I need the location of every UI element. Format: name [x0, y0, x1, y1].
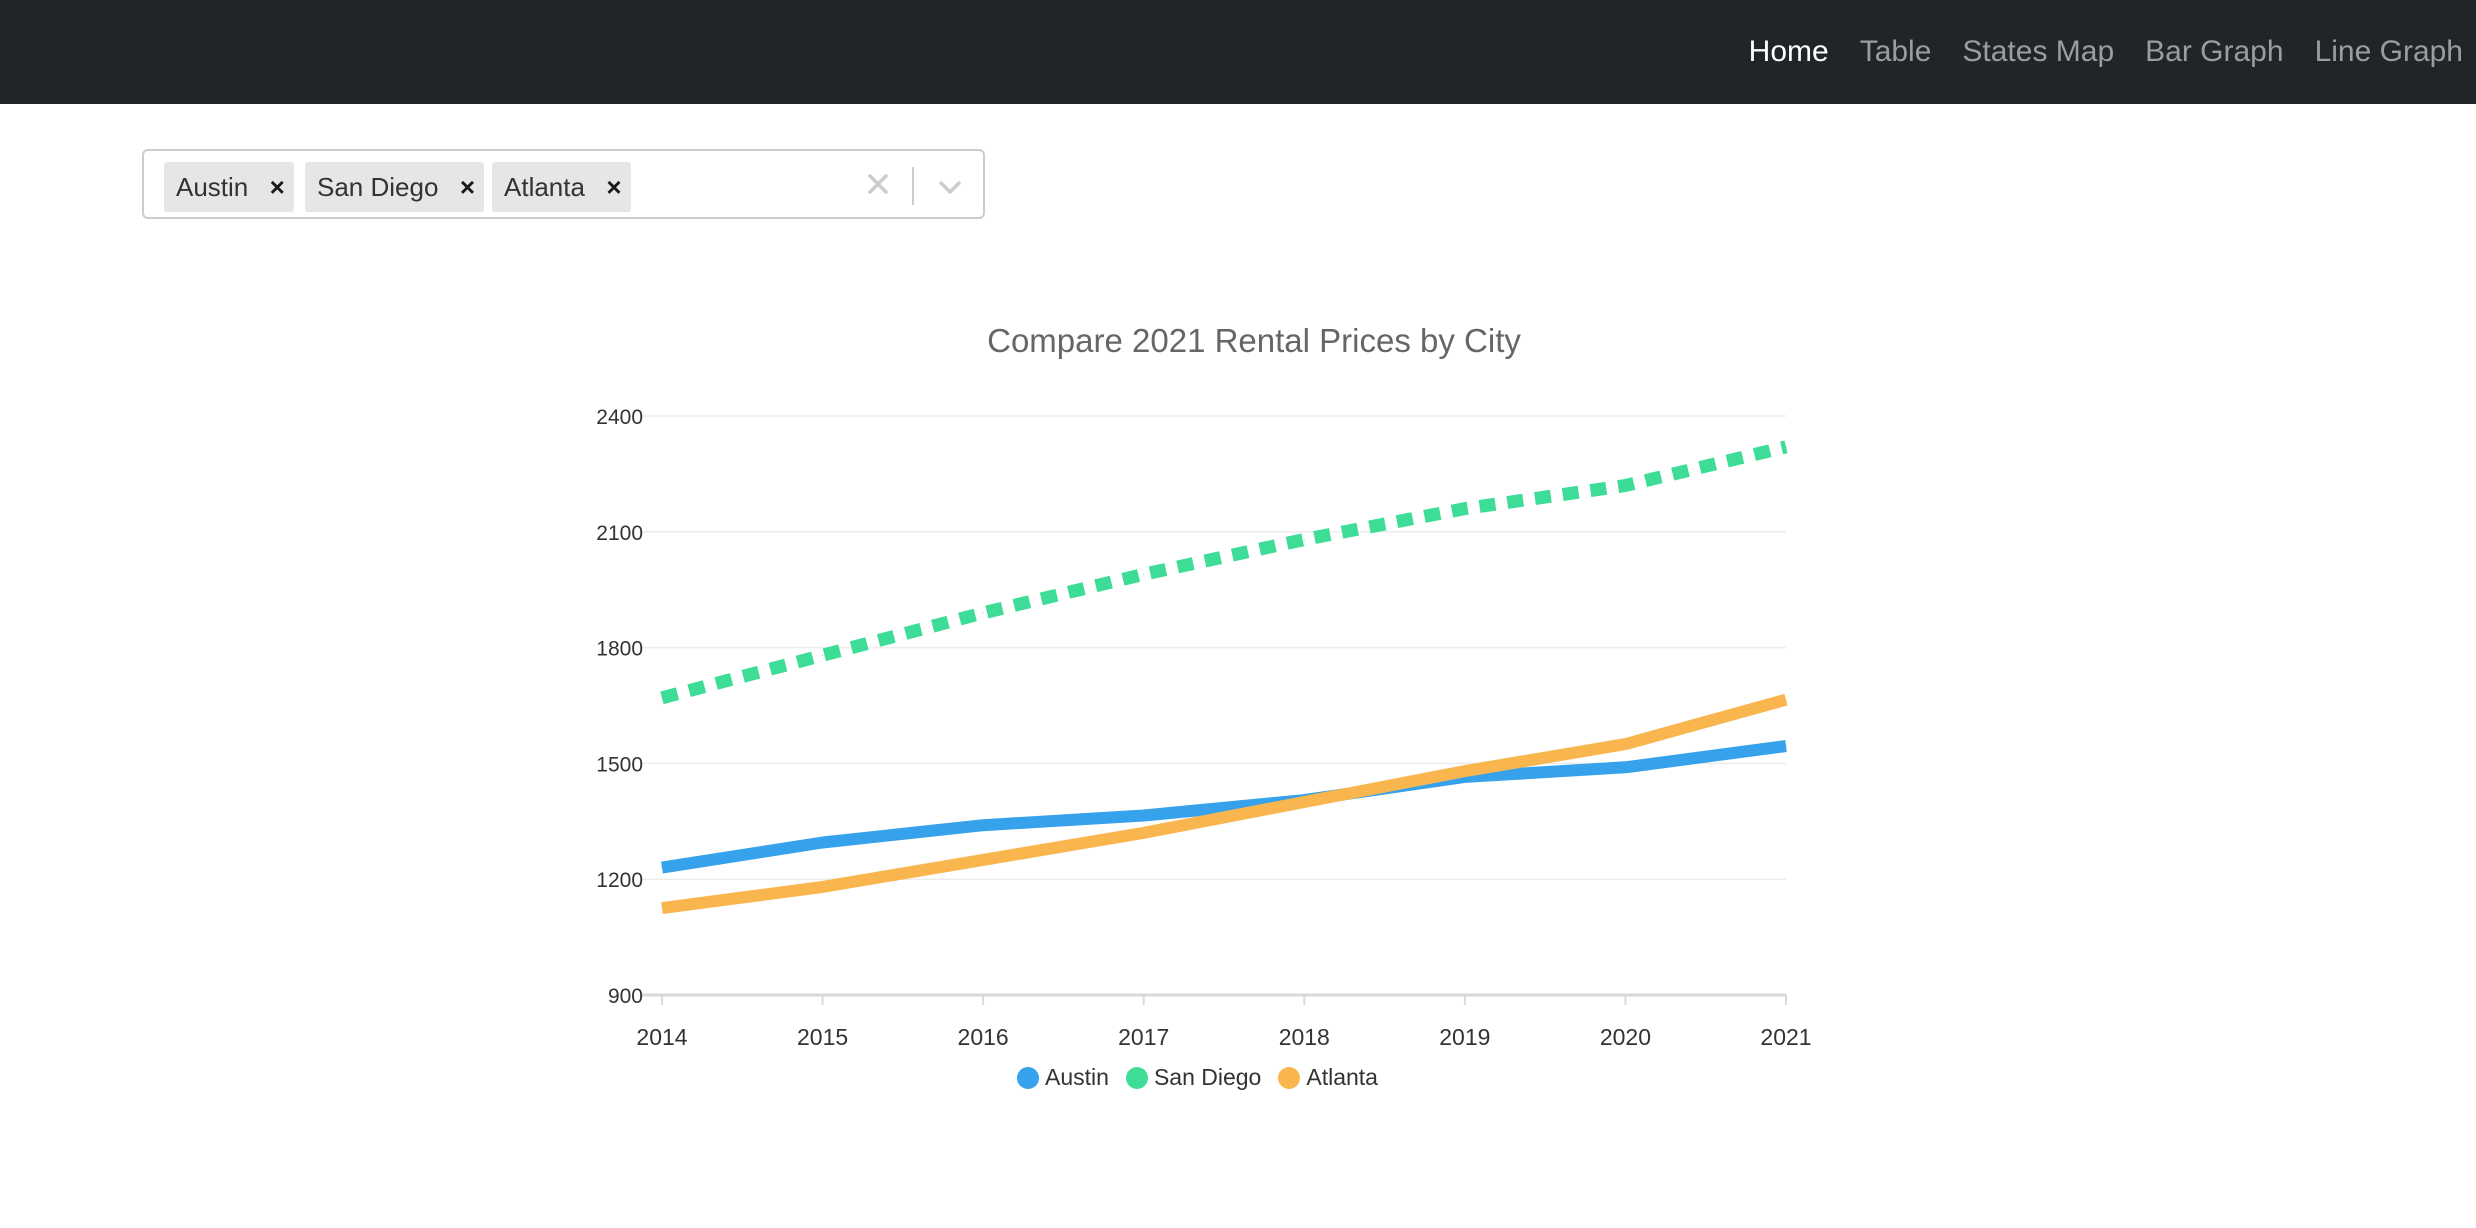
chip-label: San Diego [317, 171, 439, 202]
legend-item-austin[interactable]: Austin [1017, 1064, 1109, 1091]
x-tick-label: 2021 [1760, 1024, 1811, 1050]
data-point-atlanta [1785, 699, 1787, 701]
data-point-san-diego [822, 654, 824, 656]
data-point-atlanta [1143, 832, 1145, 834]
x-tick-label: 2020 [1600, 1024, 1651, 1050]
x-tick-label: 2019 [1439, 1024, 1490, 1050]
x-tick-label: 2016 [958, 1024, 1009, 1050]
x-tick-label: 2015 [797, 1024, 848, 1050]
legend-item-atlanta[interactable]: Atlanta [1278, 1064, 1378, 1091]
nav-line-graph[interactable]: Line Graph [2314, 35, 2463, 68]
nav-table[interactable]: Table [1859, 35, 1932, 68]
nav-states-map[interactable]: States Map [1962, 35, 2115, 68]
city-chip-austin: Austin × [164, 162, 295, 212]
close-icon[interactable] [862, 168, 894, 200]
data-point-atlanta [1624, 743, 1626, 745]
chart-legend: Austin San Diego Atlanta [1017, 1064, 1395, 1091]
city-multi-select[interactable]: Austin × San Diego × Atlanta × [142, 149, 985, 219]
data-point-austin [1143, 815, 1145, 817]
legend-item-san-diego[interactable]: San Diego [1125, 1064, 1262, 1091]
data-point-san-diego [1624, 484, 1626, 486]
data-point-austin [661, 867, 663, 869]
legend-swatch [1278, 1066, 1301, 1089]
legend-label: San Diego [1153, 1064, 1262, 1090]
data-point-atlanta [822, 886, 824, 888]
nav-home[interactable]: Home [1748, 35, 1829, 68]
data-point-austin [1624, 766, 1626, 768]
data-point-austin [822, 842, 824, 844]
chip-label: Austin [176, 171, 249, 202]
series-line-austin [661, 740, 1787, 874]
y-tick-label: 1500 [596, 753, 643, 776]
data-point-atlanta [1464, 770, 1466, 772]
y-tick-label: 1800 [596, 638, 643, 661]
data-point-austin [1785, 745, 1787, 747]
top-navbar: Home Table States Map Bar Graph Line Gra… [0, 0, 2476, 104]
legend-label: Austin [1045, 1064, 1109, 1090]
legend-label: Atlanta [1306, 1064, 1378, 1090]
data-point-atlanta [661, 907, 663, 909]
chip-remove-san-diego-icon[interactable]: × [459, 171, 476, 202]
data-point-san-diego [661, 697, 663, 699]
legend-swatch [1017, 1066, 1039, 1089]
chip-remove-austin-icon[interactable]: × [269, 171, 285, 202]
data-point-austin [982, 824, 984, 826]
x-tick-label: 2017 [1118, 1024, 1169, 1050]
legend-swatch [1125, 1066, 1148, 1089]
y-tick-label: 2400 [596, 406, 643, 429]
city-chip-atlanta: Atlanta × [492, 162, 631, 212]
nav-bar-graph[interactable]: Bar Graph [2145, 35, 2284, 68]
series-line-san-diego [660, 440, 1788, 705]
chart-title: Compare 2021 Rental Prices by City [987, 322, 1521, 359]
city-chip-san-diego: San Diego × [305, 162, 485, 212]
x-tick-label: 2018 [1279, 1024, 1330, 1050]
series-line-atlanta [661, 693, 1788, 915]
data-point-san-diego [1143, 573, 1145, 575]
indicator-separator [912, 167, 914, 205]
chip-label: Atlanta [504, 171, 585, 202]
chevron-down-icon[interactable] [932, 169, 968, 205]
chip-remove-atlanta-icon[interactable]: × [606, 171, 622, 202]
x-tick-label: 2014 [636, 1024, 687, 1050]
y-tick-label: 2100 [596, 522, 643, 545]
data-point-atlanta [982, 859, 984, 861]
data-point-san-diego [1303, 539, 1305, 541]
y-tick-label: 1200 [596, 869, 643, 892]
y-tick-label: 900 [608, 985, 643, 1008]
data-point-san-diego [1464, 508, 1466, 510]
data-point-san-diego [1785, 446, 1787, 448]
data-point-san-diego [982, 612, 984, 614]
data-point-atlanta [1303, 801, 1305, 803]
